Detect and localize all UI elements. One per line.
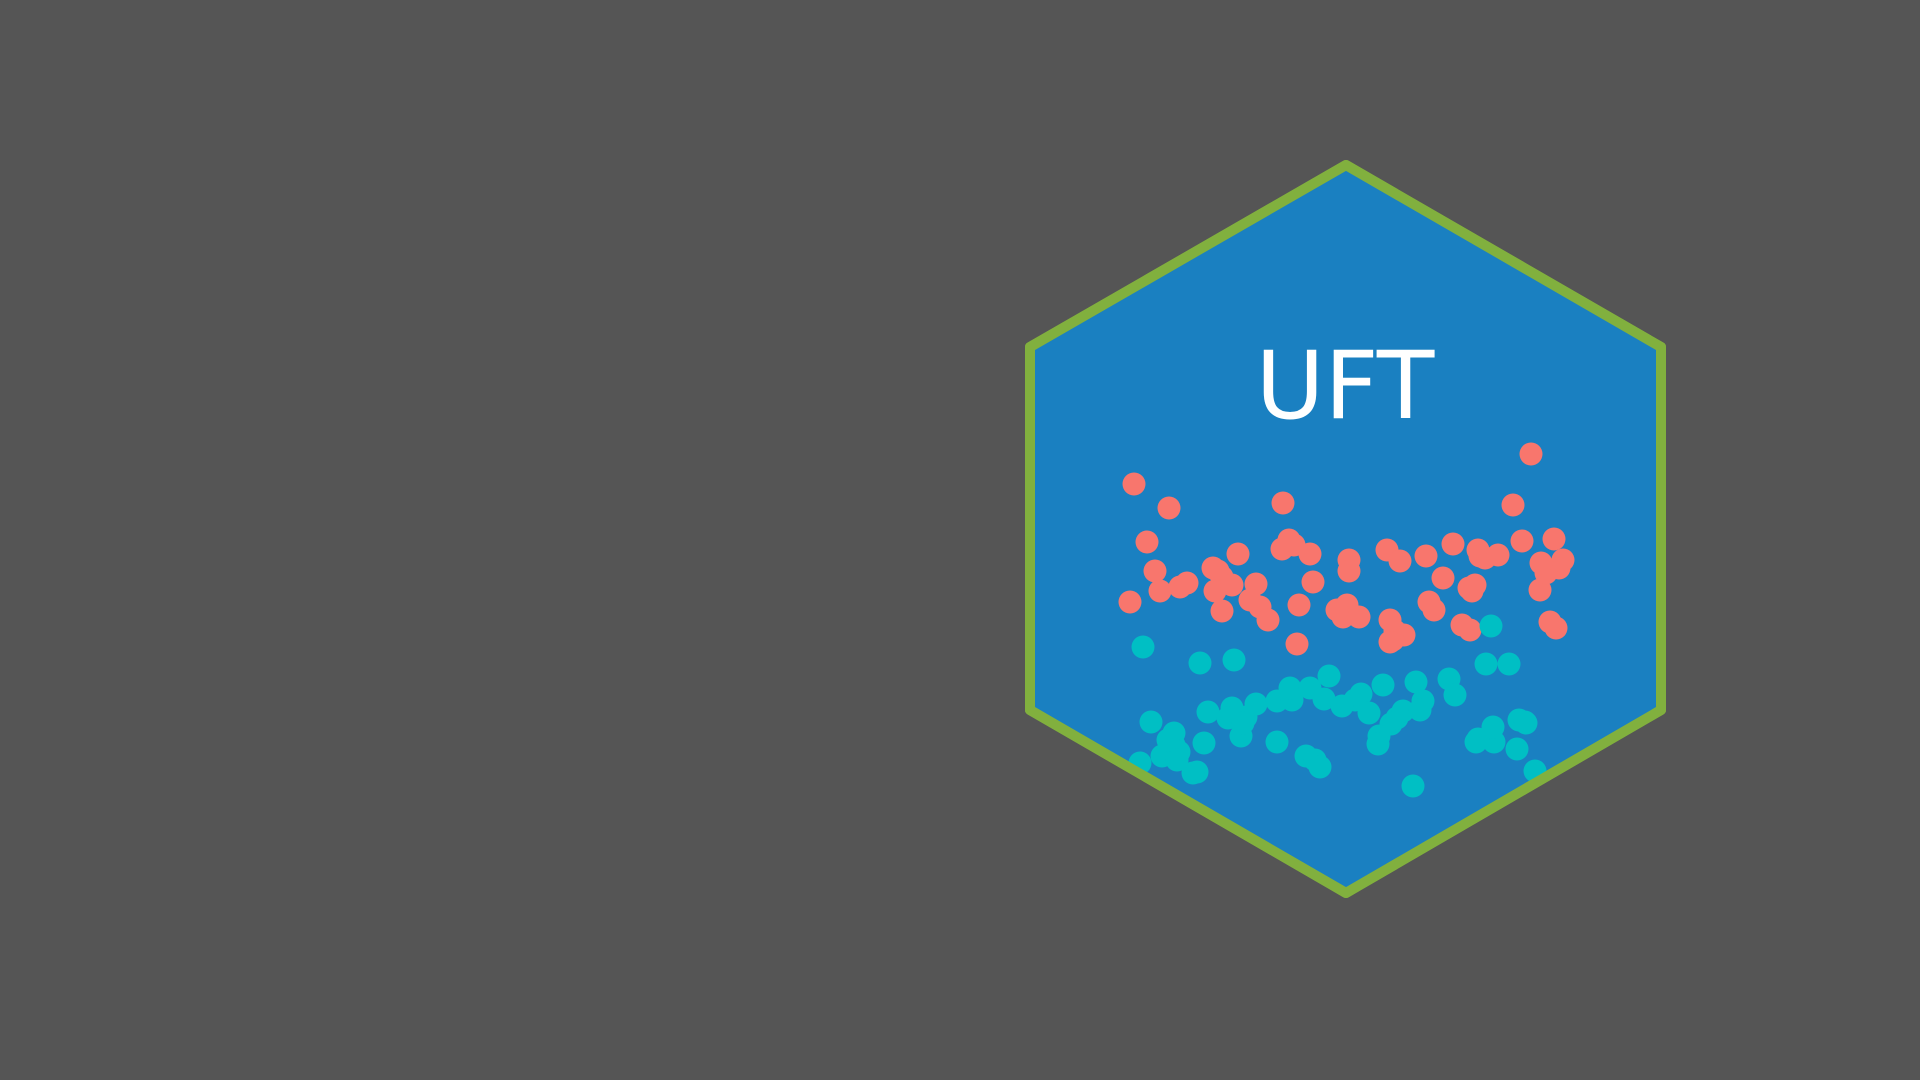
- scatter-dot-upper: [1441, 532, 1465, 556]
- scatter-dot-lower: [1479, 614, 1503, 638]
- scatter-dot-upper: [1529, 551, 1553, 575]
- scatter-dot-upper: [1285, 632, 1309, 656]
- scatter-dot-lower: [1196, 700, 1220, 724]
- scatter-dot-lower: [1244, 692, 1268, 716]
- scatter-dot-upper: [1238, 588, 1262, 612]
- scatter-dot-upper: [1148, 579, 1172, 603]
- scatter-dot-lower: [1156, 728, 1180, 752]
- scatter-dot-upper: [1325, 598, 1349, 622]
- scatter-dot-upper: [1501, 493, 1525, 517]
- scatter-dot-upper: [1157, 496, 1181, 520]
- logo-title: UFT: [1256, 332, 1435, 441]
- scatter-dot-lower: [1278, 676, 1302, 700]
- scatter-dot-upper: [1510, 529, 1534, 553]
- scatter-dots: [1118, 442, 1575, 798]
- scatter-dot-upper: [1458, 618, 1482, 642]
- scatter-dot-lower: [1308, 755, 1332, 779]
- scatter-dot-lower: [1391, 699, 1415, 723]
- scatter-dot-lower: [1497, 652, 1521, 676]
- scatter-dot-lower: [1371, 673, 1395, 697]
- scatter-dot-upper: [1463, 573, 1487, 597]
- scatter-dot-lower: [1481, 715, 1505, 739]
- scatter-dot-upper: [1226, 542, 1250, 566]
- scatter-dot-lower: [1357, 701, 1381, 725]
- scatter-dot-upper: [1168, 575, 1192, 599]
- scatter-dot-upper: [1298, 542, 1322, 566]
- scatter-dot-upper: [1277, 528, 1301, 552]
- scatter-dot-lower: [1404, 670, 1428, 694]
- scatter-dot-upper: [1378, 608, 1402, 632]
- scatter-dot-upper: [1347, 605, 1371, 629]
- scatter-dot-upper: [1538, 610, 1562, 634]
- scatter-dot-lower: [1514, 711, 1538, 735]
- scatter-dot-lower: [1505, 737, 1529, 761]
- scatter-dot-upper: [1388, 549, 1412, 573]
- scatter-dot-lower: [1265, 730, 1289, 754]
- hex-border: [1025, 160, 1666, 898]
- scatter-dot-upper: [1378, 630, 1402, 654]
- scatter-dot-upper: [1422, 598, 1446, 622]
- scatter-dot-upper: [1210, 599, 1234, 623]
- scatter-dot-upper: [1143, 559, 1167, 583]
- scatter-dot-upper: [1256, 608, 1280, 632]
- scatter-dot-upper: [1542, 527, 1566, 551]
- scatter-dot-upper: [1271, 491, 1295, 515]
- scatter-dot-upper: [1486, 543, 1510, 567]
- hex-badge: [1025, 160, 1666, 898]
- scatter-dot-lower: [1401, 774, 1425, 798]
- scatter-dot-lower: [1131, 635, 1155, 659]
- scatter-dot-lower: [1231, 711, 1255, 735]
- scatter-dot-lower: [1312, 687, 1336, 711]
- scatter-dot-lower: [1192, 731, 1216, 755]
- scatter-dot-lower: [1349, 682, 1373, 706]
- scatter-dot-upper: [1135, 530, 1159, 554]
- scatter-dot-lower: [1222, 648, 1246, 672]
- scatter-dot-lower: [1408, 698, 1432, 722]
- scatter-dot-lower: [1330, 694, 1354, 718]
- scatter-dot-lower: [1188, 651, 1212, 675]
- scatter-dot-lower: [1366, 732, 1390, 756]
- scatter-dot-upper: [1122, 472, 1146, 496]
- scatter-dot-upper: [1301, 570, 1325, 594]
- scatter-dot-upper: [1287, 593, 1311, 617]
- scatter-dot-upper: [1431, 566, 1455, 590]
- scatter-dot-upper: [1220, 573, 1244, 597]
- scatter-dot-upper: [1118, 590, 1142, 614]
- scatter-dot-lower: [1139, 710, 1163, 734]
- scatter-dot-lower: [1443, 683, 1467, 707]
- scatter-dot-upper: [1519, 442, 1543, 466]
- scatter-dot-lower: [1317, 664, 1341, 688]
- scatter-dot-lower: [1474, 652, 1498, 676]
- scatter-dot-upper: [1337, 559, 1361, 583]
- scatter-dot-upper: [1414, 544, 1438, 568]
- scatter-dot-lower: [1181, 761, 1205, 785]
- scatter-dot-lower: [1165, 748, 1189, 772]
